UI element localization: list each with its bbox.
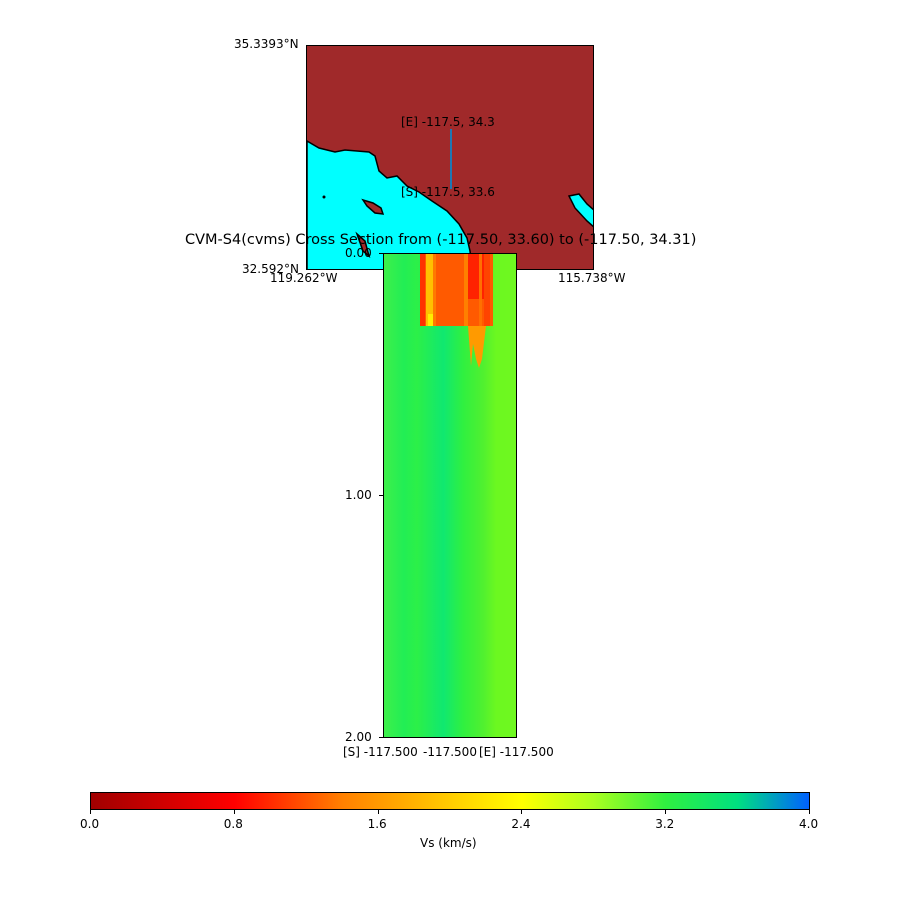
end-point-label: [E] -117.5, 34.3 (401, 115, 495, 129)
lat-label-bottom: 32.592°N (242, 262, 299, 276)
coastline-map (307, 129, 593, 269)
cross-section-heatmap (383, 253, 517, 738)
lat-label-top: 35.3393°N (234, 37, 299, 51)
colorbar-tick-label: 2.4 (511, 817, 531, 831)
colorbar-tick-label: 4.0 (799, 817, 819, 831)
colorbar-label: Vs (km/s) (420, 836, 477, 850)
ytick-1: 1.00 (345, 488, 372, 502)
colorbar-tick-label: 1.6 (367, 817, 387, 831)
lake (567, 193, 593, 228)
island (355, 231, 371, 259)
colorbar-tick-label: 0.0 (80, 817, 100, 831)
ytick-2: 2.00 (345, 730, 372, 744)
colorbar-tick-label: 0.8 (223, 817, 243, 831)
low-velocity-zone (420, 254, 493, 368)
colorbar-tick-mark (90, 810, 91, 814)
lon-label-right: 115.738°W (558, 271, 626, 285)
colorbar-tick-mark (665, 810, 667, 814)
island (361, 198, 385, 215)
colorbar-tick-mark (521, 810, 523, 814)
ytick-0: 0.00 (345, 246, 372, 260)
chart-title: CVM-S4(cvms) Cross Section from (-117.50… (185, 232, 697, 248)
colorbar-tick-mark (377, 810, 379, 814)
map-inset (306, 45, 594, 270)
colorbar (90, 792, 810, 810)
xtick-end: [E] -117.500 (479, 745, 554, 759)
colorbar-tick-label: 3.2 (655, 817, 675, 831)
island-small (322, 195, 326, 199)
colorbar-tick-mark (809, 810, 810, 814)
xtick-mid: -117.500 (423, 745, 477, 759)
lon-label-left: 119.262°W (270, 271, 338, 285)
colorbar-tick-mark (233, 810, 235, 814)
xtick-start: [S] -117.500 (343, 745, 418, 759)
start-point-label: [S] -117.5, 33.6 (401, 185, 495, 199)
ocean (307, 140, 473, 269)
